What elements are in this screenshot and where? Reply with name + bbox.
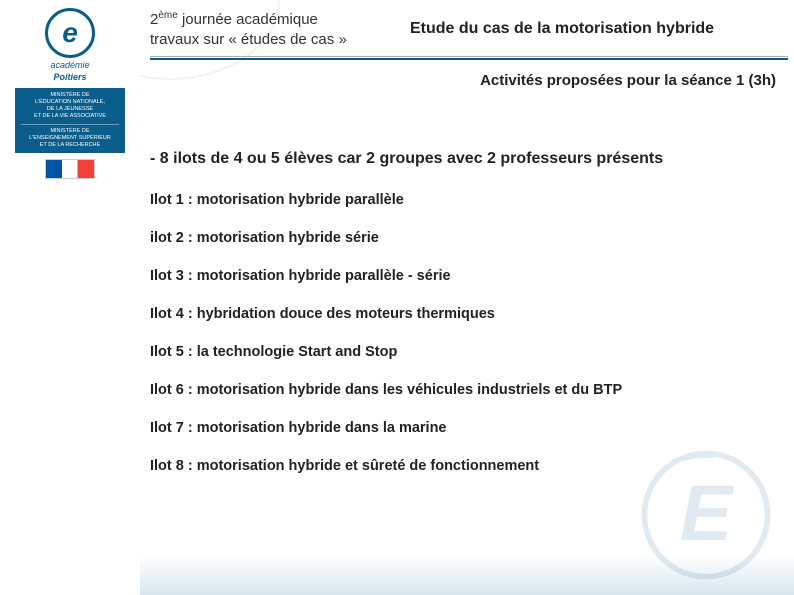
ilot-item: Ilot 3 : motorisation hybride parallèle … [150, 268, 774, 284]
academie-label-bottom: Poitiers [10, 72, 130, 82]
ilot-item: Ilot 6 : motorisation hybride dans les v… [150, 382, 774, 398]
header-underline [150, 56, 788, 64]
ministry-line: ET DE LA RECHERCHE [17, 142, 123, 149]
ministry-line: L'ÉDUCATION NATIONALE, [17, 99, 123, 106]
ministry-line: DE LA JEUNESSE [17, 106, 123, 113]
academie-label-top: académie [10, 60, 130, 70]
academie-logo: e académie Poitiers [10, 8, 130, 82]
slide-content: - 8 ilots de 4 ou 5 élèves car 2 groupes… [150, 150, 774, 496]
ilot-item: Ilot 7 : motorisation hybride dans la ma… [150, 420, 774, 436]
ministry-line: ET DE LA VIE ASSOCIATIVE [17, 113, 123, 120]
header-left-post: journée académique [178, 11, 318, 28]
sidebar: e académie Poitiers MINISTÈRE DE L'ÉDUCA… [0, 0, 140, 595]
ilot-item: Ilot 8 : motorisation hybride et sûreté … [150, 458, 774, 474]
ilot-item: Ilot 1 : motorisation hybride parallèle [150, 192, 774, 208]
header-left: 2ème journée académique travaux sur « ét… [140, 1, 400, 57]
ilot-item: Ilot 5 : la technologie Start and Stop [150, 344, 774, 360]
ministry-block: MINISTÈRE DE L'ÉDUCATION NATIONALE, DE L… [15, 88, 125, 153]
ministry-line: L'ENSEIGNEMENT SUPÉRIEUR [17, 135, 123, 142]
marianne-logo-icon [45, 159, 95, 179]
header-left-line2: travaux sur « études de cas » [150, 30, 390, 50]
header-left-sup: ème [158, 10, 177, 21]
header-title: Etude du cas de la motorisation hybride [400, 12, 794, 46]
slide-header: 2ème journée académique travaux sur « ét… [140, 0, 794, 58]
ilot-item: Ilot 4 : hybridation douce des moteurs t… [150, 306, 774, 322]
subheader: Activités proposées pour la séance 1 (3h… [150, 72, 784, 89]
intro-line: - 8 ilots de 4 ou 5 élèves car 2 groupes… [150, 150, 774, 168]
ministry-line: MINISTÈRE DE [17, 128, 123, 135]
ilot-item: ilot 2 : motorisation hybride série [150, 230, 774, 246]
e-logo-icon: e [45, 8, 95, 58]
